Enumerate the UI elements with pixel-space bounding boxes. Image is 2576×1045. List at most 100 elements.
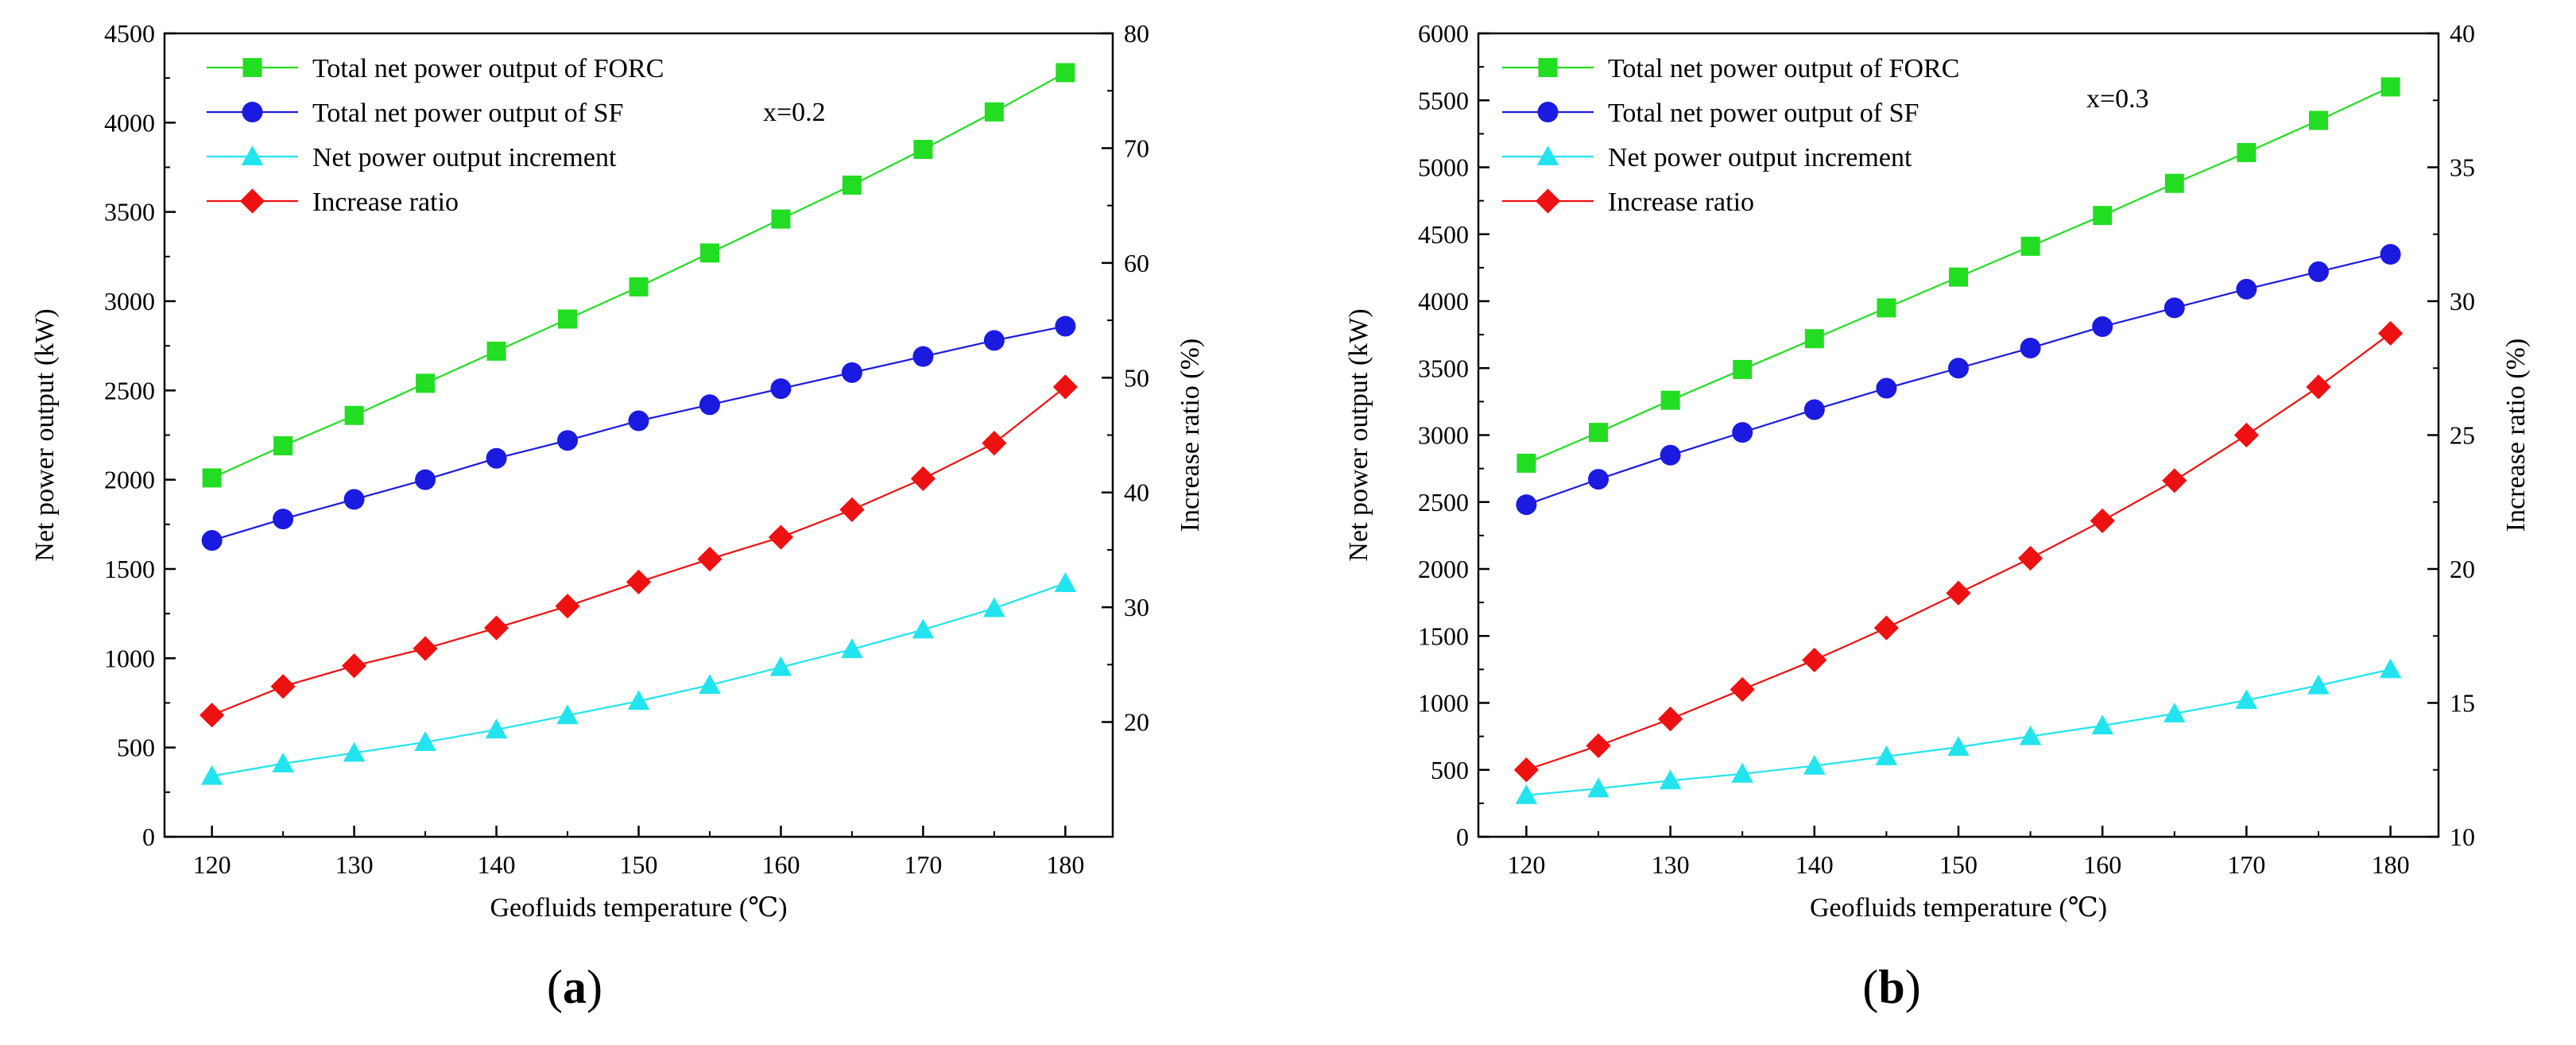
- y-tick-label: 1500: [104, 555, 155, 583]
- data-point-circle: [273, 509, 294, 530]
- data-point-circle: [912, 346, 934, 367]
- data-point-diamond: [2018, 545, 2043, 571]
- y-tick-label: 500: [1431, 756, 1469, 784]
- data-point-triangle: [2163, 702, 2186, 723]
- data-point-square: [1733, 359, 1753, 379]
- series-line: [211, 582, 1066, 777]
- y2-tick-label: 80: [1124, 19, 1149, 48]
- y-tick-label: 1000: [1418, 689, 1469, 718]
- data-point-circle: [1516, 494, 1537, 516]
- data-point-square: [1877, 298, 1896, 318]
- series-line: [211, 325, 1066, 542]
- data-point-diamond: [483, 615, 509, 641]
- data-point-triangle: [769, 656, 792, 676]
- data-point-diamond: [1946, 580, 1971, 606]
- data-point-triangle: [343, 741, 366, 762]
- x-tick-label: 180: [2372, 850, 2410, 879]
- data-point-circle: [201, 530, 223, 552]
- data-point-diamond: [270, 674, 296, 699]
- data-point-diamond: [555, 594, 580, 619]
- data-point-diamond: [1586, 733, 1611, 759]
- chart-panel-b: 0 500 1000 1500 2000 2500 3000 3500 4000 4500 5000…: [1344, 19, 2531, 1013]
- y2-tick-label: 60: [1124, 249, 1149, 277]
- y-tick-label: 6000: [1418, 19, 1469, 48]
- panel-label-open: (: [1862, 961, 1878, 1013]
- x-axis-title: Geofluids temperature (℃): [1810, 893, 2107, 923]
- legend-label: Total net power output of SF: [1608, 99, 1919, 128]
- data-point-square: [1804, 329, 1824, 349]
- data-point-diamond: [1873, 615, 1899, 641]
- series-line: [1526, 332, 2392, 771]
- data-point-triangle: [414, 731, 436, 751]
- y-axis-title: Net power output (kW): [30, 308, 60, 561]
- panel-label: (b): [1862, 961, 1920, 1013]
- panel-label-letter: a: [563, 961, 587, 1013]
- x-axis-title: Geofluids temperature (℃): [490, 893, 787, 923]
- y-tick-label: 2500: [1418, 488, 1469, 517]
- data-point-diamond: [239, 188, 265, 214]
- x-tick-label: 160: [2083, 850, 2121, 879]
- data-point-diamond: [982, 431, 1007, 456]
- data-point-triangle: [1947, 736, 1970, 757]
- data-point-square: [1517, 453, 1536, 473]
- data-point-circle: [343, 489, 365, 510]
- y-tick-label: 5500: [1418, 86, 1469, 114]
- data-point-square: [1660, 390, 1680, 410]
- data-point-circle: [2092, 316, 2113, 338]
- data-point-triangle: [1803, 754, 1826, 775]
- data-point-circle: [415, 469, 436, 490]
- data-point-square: [202, 468, 222, 488]
- y2-tick-label: 20: [1124, 708, 1149, 737]
- y-tick-label: 0: [1456, 822, 1469, 851]
- data-point-square: [1538, 58, 1558, 77]
- data-point-triangle: [485, 718, 508, 739]
- data-point-circle: [2236, 278, 2257, 300]
- y2-tick-label: 30: [2450, 287, 2475, 315]
- data-point-square: [2237, 142, 2256, 162]
- x-tick-label: 180: [1046, 850, 1084, 879]
- data-point-diamond: [2233, 422, 2259, 448]
- annotation-text: x=0.3: [2086, 84, 2149, 114]
- data-point-triangle: [1659, 769, 1682, 790]
- data-point-triangle: [983, 597, 1005, 617]
- legend-label: Increase ratio: [1608, 188, 1754, 217]
- data-point-triangle: [272, 753, 294, 772]
- data-point-diamond: [1513, 757, 1539, 783]
- data-point-triangle: [241, 145, 264, 166]
- y2-tick-label: 40: [1124, 478, 1149, 507]
- data-point-circle: [770, 378, 792, 400]
- data-point-diamond: [1658, 706, 1683, 732]
- data-point-triangle: [1875, 745, 1898, 765]
- y-tick-label: 3500: [1418, 354, 1469, 382]
- data-point-square: [2020, 236, 2040, 256]
- data-point-square: [699, 243, 719, 263]
- y-tick-label: 4500: [1418, 220, 1469, 249]
- legend-label: Total net power output of FORC: [1608, 54, 1959, 83]
- data-point-circle: [2163, 297, 2185, 319]
- panel-label-close: ): [587, 961, 602, 1013]
- data-point-circle: [2380, 244, 2401, 265]
- data-point-triangle: [556, 704, 579, 725]
- data-point-square: [629, 277, 649, 297]
- y-tick-label: 2500: [104, 376, 155, 404]
- data-point-triangle: [627, 690, 650, 710]
- data-point-circle: [1732, 422, 1753, 443]
- y-tick-label: 4500: [104, 19, 155, 48]
- y-tick-label: 3500: [104, 198, 155, 226]
- series-line: [1526, 253, 2391, 506]
- y-tick-label: 500: [117, 733, 155, 762]
- data-point-diamond: [413, 636, 438, 661]
- y-tick-label: 0: [142, 822, 155, 851]
- data-point-square: [1949, 267, 1968, 287]
- y2-tick-label: 20: [2450, 555, 2475, 583]
- data-point-square: [2309, 110, 2328, 130]
- data-point-diamond: [1802, 647, 1827, 673]
- data-point-circle: [2308, 261, 2329, 282]
- data-point-square: [273, 435, 293, 455]
- data-point-square: [771, 209, 791, 229]
- data-point-triangle: [2091, 714, 2113, 735]
- data-point-circle: [486, 447, 507, 469]
- data-point-square: [1589, 423, 1608, 443]
- y-tick-label: 2000: [1418, 555, 1469, 583]
- data-point-square: [913, 140, 933, 160]
